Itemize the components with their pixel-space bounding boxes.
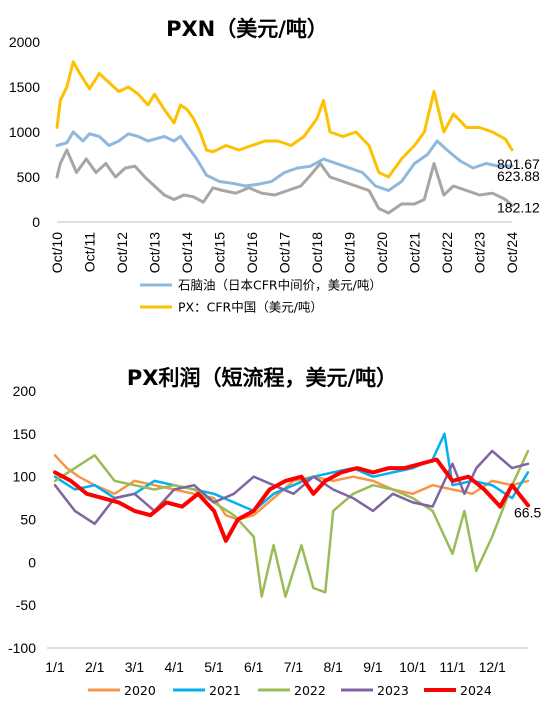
- chart2-y-tick-label: 100: [13, 469, 37, 485]
- chart2-x-tick-label: 4/1: [165, 659, 185, 675]
- chart1-x-tick-label: Oct/20: [374, 232, 390, 273]
- chart2-x-tick-label: 11/1: [439, 659, 465, 675]
- chart1-legend: 石脑油（日本CFR中间价，美元/吨） PX：CFR中国（美元/吨）: [140, 278, 382, 315]
- chart1-x-tick-label: Oct/16: [244, 232, 260, 273]
- chart2-legend-label: 2022: [294, 683, 326, 698]
- chart-px-profit: PX利润（短流程，美元/吨） -100 -50 0 50 100 150 200 1/1 2/…: [8, 366, 541, 698]
- chart1-x-tick-label: Oct/14: [179, 232, 195, 273]
- chart1-x-tick-label: Oct/24: [504, 232, 520, 273]
- chart1-legend-label: 石脑油（日本CFR中间价，美元/吨）: [178, 278, 382, 293]
- chart1-end-value-label: 801.67: [497, 156, 540, 172]
- chart2-x-tick-label: 1/1: [45, 659, 65, 675]
- chart1-x-ticks: Oct/10 Oct/11 Oct/12 Oct/13 Oct/14 Oct/15 Oct/…: [49, 221, 520, 273]
- chart2-series-line: [53, 449, 530, 526]
- chart2-legend: 2020 2021 2022 2023 2024: [88, 683, 492, 698]
- chart2-series-line: [53, 454, 530, 521]
- chart1-x-tick-label: Oct/15: [212, 232, 228, 273]
- chart2-x-tick-label: 9/1: [363, 659, 383, 675]
- chart2-end-labels: 66.5: [514, 504, 541, 520]
- chart1-y-tick-label: 1000: [9, 124, 40, 140]
- chart2-x-tick-label: 7/1: [284, 659, 304, 675]
- chart1-x-tick-label: Oct/23: [472, 232, 488, 273]
- chart2-legend-label: 2021: [209, 683, 241, 698]
- chart1-legend-label: PX：CFR中国（美元/吨）: [178, 300, 323, 315]
- chart2-series-line: [53, 457, 530, 543]
- chart1-x-tick-label: Oct/19: [342, 232, 358, 273]
- chart2-x-tick-label: 6/1: [244, 659, 264, 675]
- chart2-y-tick-label: 0: [28, 554, 36, 570]
- chart1-x-tick-label: Oct/11: [82, 232, 98, 272]
- chart1-x-tick-label: Oct/17: [277, 232, 293, 273]
- chart1-x-tick-label: Oct/21: [407, 232, 423, 273]
- chart2-x-tick-label: 10/1: [399, 659, 426, 675]
- chart2-x-tick-label: 12/1: [479, 659, 506, 675]
- chart2-y-tick-label: 150: [13, 426, 37, 442]
- chart2-series-line: [53, 449, 530, 598]
- chart2-x-tick-label: 8/1: [324, 659, 344, 675]
- chart2-y-tick-label: -50: [16, 597, 36, 613]
- chart2-y-ticks: -100 -50 0 50 100 150 200: [8, 383, 36, 656]
- chart2-x-tick-label: 3/1: [125, 659, 145, 675]
- chart2-x-ticks: 1/1 2/1 3/1 4/1 5/1 6/1 7/1 8/1 9/1 10/1 11/1 12/1: [45, 647, 528, 675]
- chart2-y-tick-label: -100: [8, 640, 36, 656]
- chart1-y-tick-label: 500: [17, 169, 41, 185]
- chart2-title: PX利润（短流程，美元/吨）: [127, 366, 397, 390]
- chart1-series-line: [55, 148, 514, 215]
- chart1-y-tick-label: 1500: [9, 79, 40, 95]
- chart2-x-tick-label: 5/1: [204, 659, 224, 675]
- chart2-y-tick-label: 50: [20, 512, 36, 528]
- chart1-series-line: [55, 60, 514, 179]
- chart1-y-ticks: 0 500 1000 1500 2000: [9, 34, 40, 230]
- chart1-title: PXN（美元/吨）: [166, 17, 328, 41]
- chart1-end-value-label: 623.88: [497, 168, 540, 184]
- chart2-legend-label: 2020: [124, 683, 156, 698]
- chart1-x-tick-label: Oct/22: [439, 232, 455, 273]
- chart2-legend-label: 2024: [460, 683, 492, 698]
- chart1-x-tick-label: Oct/12: [114, 232, 130, 273]
- chart1-x-tick-label: Oct/13: [147, 232, 163, 273]
- chart2-x-tick-label: 2/1: [85, 659, 105, 675]
- chart1-series-line: [55, 130, 514, 192]
- chart1-x-tick-label: Oct/18: [309, 232, 325, 273]
- chart1-x-tick-label: Oct/10: [49, 232, 65, 273]
- chart2-legend-label: 2023: [377, 683, 409, 698]
- chart1-series-lines: [55, 60, 514, 215]
- chart1-y-tick-label: 2000: [9, 34, 40, 50]
- chart1-y-tick-label: 0: [32, 214, 40, 230]
- chart2-y-tick-label: 200: [13, 383, 37, 399]
- chart2-end-value-label: 66.5: [514, 504, 541, 520]
- chart1-end-value-label: 182.12: [497, 200, 540, 216]
- chart2-series-lines: [53, 432, 530, 598]
